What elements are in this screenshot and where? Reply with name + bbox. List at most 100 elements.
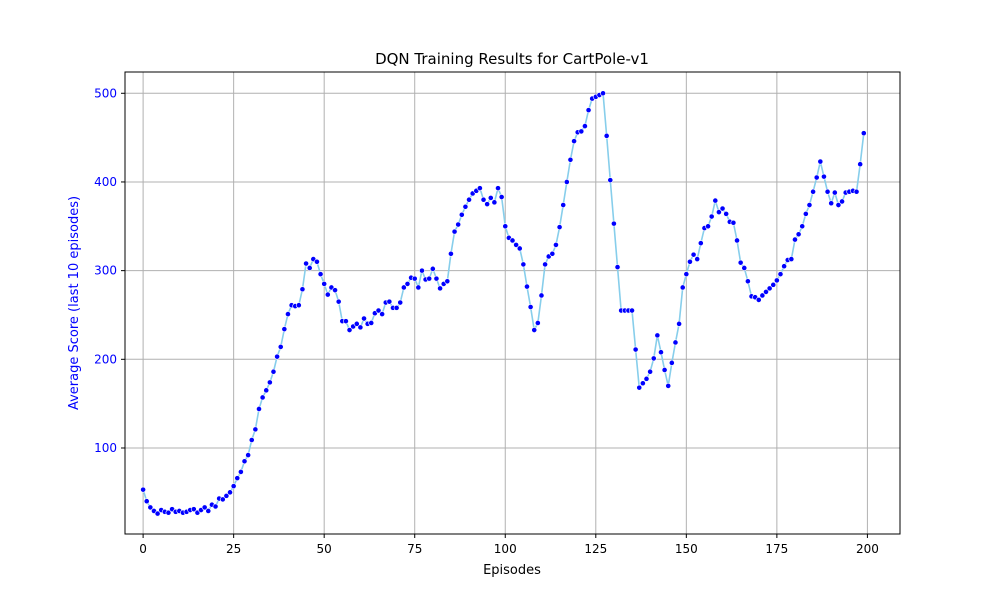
data-point bbox=[639, 380, 646, 387]
data-point bbox=[419, 267, 425, 274]
data-point bbox=[527, 304, 534, 310]
data-point bbox=[299, 286, 306, 293]
data-point bbox=[824, 188, 831, 195]
data-point bbox=[219, 496, 226, 503]
data-point bbox=[353, 320, 360, 327]
data-point bbox=[205, 508, 212, 514]
data-point bbox=[582, 123, 588, 129]
data-point bbox=[788, 256, 795, 263]
y-tick-label: 500 bbox=[94, 86, 117, 100]
x-tick-label: 100 bbox=[494, 542, 517, 556]
data-point bbox=[716, 209, 722, 216]
y-axis-ticks: 100 200 300 400 500 bbox=[94, 86, 125, 455]
x-tick-label: 75 bbox=[407, 542, 422, 556]
data-point bbox=[397, 299, 404, 306]
data-point bbox=[321, 281, 328, 287]
data-point bbox=[332, 287, 338, 294]
data-point bbox=[697, 240, 704, 247]
data-point bbox=[766, 285, 773, 292]
data-point bbox=[458, 211, 465, 218]
data-point bbox=[190, 506, 197, 513]
data-point bbox=[741, 265, 748, 271]
data-point bbox=[256, 406, 262, 412]
data-point bbox=[813, 174, 820, 181]
data-point bbox=[306, 265, 313, 271]
data-point bbox=[285, 311, 291, 317]
data-point bbox=[600, 90, 606, 97]
data-point bbox=[799, 223, 806, 230]
x-tick-label: 25 bbox=[226, 542, 241, 556]
data-point bbox=[241, 458, 248, 465]
x-tick-label: 125 bbox=[584, 542, 607, 556]
data-point bbox=[502, 223, 509, 230]
data-point bbox=[712, 197, 719, 204]
data-point bbox=[411, 275, 418, 282]
data-point bbox=[357, 324, 364, 331]
data-point bbox=[252, 426, 259, 433]
data-point bbox=[477, 185, 483, 192]
data-point bbox=[433, 275, 440, 282]
data-point bbox=[201, 504, 208, 511]
data-point bbox=[611, 220, 617, 227]
data-point bbox=[429, 265, 436, 272]
data-point bbox=[549, 250, 556, 257]
data-point bbox=[556, 224, 563, 231]
data-point bbox=[444, 278, 451, 285]
data-point bbox=[281, 326, 288, 333]
series-markers-layer bbox=[140, 90, 867, 517]
data-point bbox=[614, 264, 621, 270]
data-point bbox=[248, 437, 255, 443]
data-point bbox=[524, 283, 530, 290]
data-point bbox=[672, 339, 679, 346]
data-point bbox=[317, 271, 324, 278]
data-point bbox=[393, 304, 400, 311]
y-tick-label: 100 bbox=[94, 441, 117, 455]
data-point bbox=[509, 237, 516, 244]
data-point bbox=[274, 353, 281, 360]
data-point bbox=[632, 346, 639, 353]
chart-title: DQN Training Results for CartPole-v1 bbox=[375, 50, 649, 68]
data-point bbox=[237, 469, 244, 475]
data-point bbox=[647, 368, 654, 375]
data-point bbox=[759, 292, 766, 299]
data-point bbox=[607, 177, 614, 184]
data-point bbox=[781, 263, 788, 270]
data-point bbox=[368, 320, 375, 326]
data-point bbox=[661, 367, 668, 373]
data-point bbox=[567, 156, 574, 163]
data-point bbox=[400, 284, 407, 291]
data-point bbox=[484, 201, 491, 208]
data-point bbox=[730, 219, 737, 226]
data-point bbox=[629, 307, 635, 314]
data-point bbox=[571, 138, 577, 145]
y-axis-label: Average Score (last 10 episodes) bbox=[67, 196, 82, 410]
data-point bbox=[415, 284, 422, 291]
data-point bbox=[495, 185, 501, 192]
data-point bbox=[831, 189, 838, 196]
data-point bbox=[683, 271, 690, 278]
data-point bbox=[853, 188, 860, 195]
data-point bbox=[480, 196, 487, 203]
data-point bbox=[455, 221, 462, 228]
data-point bbox=[810, 188, 816, 195]
data-point bbox=[643, 375, 650, 382]
data-point bbox=[734, 237, 740, 244]
data-point bbox=[234, 475, 241, 482]
data-point bbox=[828, 200, 835, 207]
data-point bbox=[806, 202, 813, 208]
data-point bbox=[603, 132, 610, 139]
grid-lines bbox=[125, 72, 900, 534]
data-point bbox=[491, 199, 498, 206]
data-point bbox=[404, 281, 411, 287]
data-point bbox=[723, 210, 730, 217]
data-point bbox=[147, 504, 154, 511]
data-point bbox=[687, 258, 693, 265]
data-point bbox=[531, 327, 538, 333]
data-point bbox=[650, 355, 657, 362]
data-point bbox=[676, 320, 682, 327]
data-point bbox=[770, 281, 777, 288]
data-point bbox=[277, 343, 284, 350]
data-point bbox=[466, 196, 472, 203]
data-point bbox=[375, 307, 382, 314]
